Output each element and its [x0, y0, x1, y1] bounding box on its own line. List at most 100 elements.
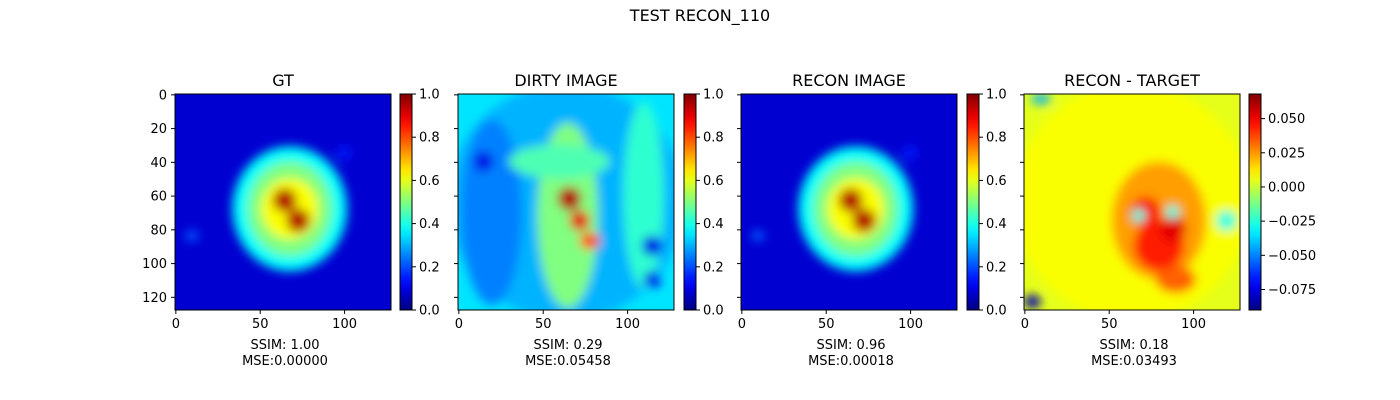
- panel-title: GT: [272, 71, 294, 90]
- x-tick-label: 50: [252, 317, 269, 332]
- colorbar-tick-label: 0.8: [419, 131, 440, 146]
- colorbar: [683, 93, 697, 311]
- y-tick-label: 120: [142, 291, 167, 306]
- colorbar-tick-label: 0.4: [986, 217, 1007, 232]
- colorbar-tick-label: 0.4: [703, 217, 724, 232]
- colorbar: [1248, 93, 1262, 311]
- heatmap-blob: [569, 210, 590, 231]
- heatmap-blobs: [458, 94, 674, 310]
- colorbar-tick-label: −0.025: [1268, 215, 1316, 230]
- heatmap-image: [741, 94, 957, 310]
- panel-title: RECON - TARGET: [1064, 71, 1200, 90]
- x-tick-label: 0: [172, 317, 180, 332]
- heatmap-blobs: [1024, 94, 1240, 310]
- x-tick-label: 100: [1181, 317, 1206, 332]
- metric-caption: MSE:0.00000: [242, 354, 328, 369]
- colorbar-tick-label: 0.4: [419, 217, 440, 232]
- colorbar-tick-label: 0.0: [419, 304, 440, 319]
- colorbar-tick-label: −0.050: [1268, 249, 1316, 264]
- metric-caption: SSIM: 0.96: [816, 338, 885, 353]
- heatmap-image: [1024, 94, 1240, 310]
- colorbar-tick-label: 0.6: [419, 174, 440, 189]
- heatmap-blob: [852, 208, 876, 233]
- metric-caption: MSE:0.00018: [808, 354, 894, 369]
- x-tick-label: 0: [1021, 317, 1029, 332]
- heatmap-blob: [1159, 215, 1186, 243]
- colorbar-tick-label: −0.075: [1268, 283, 1316, 298]
- colorbar-tick-label: 1.0: [419, 88, 440, 103]
- axes-frame: [1023, 93, 1241, 311]
- x-tick-label: 100: [615, 317, 640, 332]
- axes-frame: [740, 93, 958, 311]
- heatmap-blob: [1165, 205, 1180, 219]
- heatmap-blob: [286, 208, 310, 233]
- heatmap-blob: [903, 146, 917, 160]
- metric-caption: SSIM: 0.18: [1099, 338, 1168, 353]
- colorbar-tick-label: 0.8: [703, 131, 724, 146]
- metric-caption: MSE:0.03493: [1091, 354, 1177, 369]
- heatmap-blob: [623, 102, 664, 289]
- heatmap-blob: [508, 144, 610, 179]
- colorbar-tick-label: 0.2: [986, 260, 1007, 275]
- x-tick-label: 0: [455, 317, 463, 332]
- colorbar-tick-label: 1.0: [986, 88, 1007, 103]
- heatmap-blob: [838, 188, 863, 213]
- x-tick-label: 0: [738, 317, 746, 332]
- heatmap-blob: [751, 230, 765, 241]
- y-tick-label: 60: [150, 190, 167, 205]
- x-tick-label: 100: [898, 317, 923, 332]
- x-tick-label: 50: [1101, 317, 1118, 332]
- heatmap-blob: [641, 235, 663, 256]
- heatmap-blob: [1024, 294, 1041, 309]
- heatmap-blob: [579, 232, 600, 250]
- metric-caption: MSE:0.05458: [525, 354, 611, 369]
- heatmap-blob: [337, 146, 351, 160]
- heatmap-blob: [461, 119, 523, 305]
- panel-title: RECON IMAGE: [792, 71, 906, 90]
- y-tick-label: 40: [150, 156, 167, 171]
- colorbar-tick-label: 0.6: [703, 174, 724, 189]
- heatmap-blob: [1132, 208, 1146, 223]
- axes-frame: [457, 93, 675, 311]
- y-tick-label: 100: [142, 257, 167, 272]
- x-tick-label: 100: [332, 317, 357, 332]
- y-tick-label: 20: [150, 122, 167, 137]
- heatmap-blobs: [751, 146, 917, 272]
- colorbar-tick-label: 0.2: [419, 260, 440, 275]
- heatmap-blob: [557, 186, 582, 211]
- colorbar: [399, 93, 413, 311]
- colorbar-tick-label: 0.8: [986, 131, 1007, 146]
- colorbar-tick-label: 0.000: [1268, 180, 1305, 195]
- panel-4: RECON - TARGET 0 50 100 SSIM: 0.18MSE:0.0349…: [1020, 71, 1316, 369]
- heatmap-image: [458, 94, 674, 310]
- colorbar-tick-label: 0.050: [1268, 112, 1305, 127]
- figure-suptitle: TEST RECON_110: [629, 6, 771, 25]
- x-tick-label: 50: [535, 317, 552, 332]
- y-tick-label: 0: [159, 88, 167, 103]
- heatmap-blob: [1155, 266, 1197, 294]
- heatmap-blobs: [185, 146, 351, 272]
- metric-caption: SSIM: 0.29: [533, 338, 602, 353]
- panel-1: GT 0 50 100 0 20 40 60 80 100 120 SSIM: 1.00MSE:0.0…: [142, 71, 440, 369]
- heatmap-image: [175, 94, 391, 310]
- axes-frame: [174, 93, 392, 311]
- x-tick-label: 50: [818, 317, 835, 332]
- metric-caption: SSIM: 1.00: [250, 338, 319, 353]
- colorbar-tick-label: 0.2: [703, 260, 724, 275]
- heatmap-blob: [1030, 94, 1051, 105]
- colorbar: [966, 93, 980, 311]
- heatmap-blob: [272, 188, 297, 213]
- colorbar-tick-label: 0.0: [986, 304, 1007, 319]
- colorbar-tick-label: 0.6: [986, 174, 1007, 189]
- heatmap-blob: [473, 151, 494, 172]
- panel-title: DIRTY IMAGE: [514, 71, 617, 90]
- colorbar-tick-label: 0.025: [1268, 146, 1305, 161]
- heatmap-blob: [643, 271, 661, 289]
- colorbar-tick-label: 1.0: [703, 88, 724, 103]
- colorbar-tick-label: 0.0: [703, 304, 724, 319]
- heatmap-blob: [185, 230, 199, 241]
- y-tick-label: 80: [150, 223, 167, 238]
